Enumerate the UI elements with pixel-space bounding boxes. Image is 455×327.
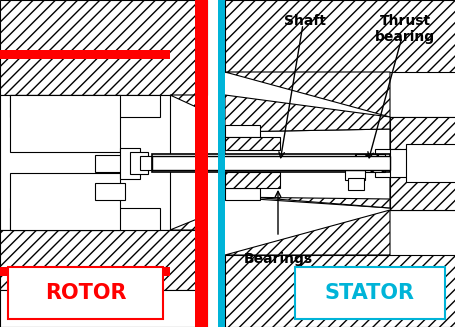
Polygon shape <box>224 72 389 117</box>
Bar <box>344 170 364 180</box>
Bar <box>389 117 455 210</box>
Bar <box>374 149 399 177</box>
Bar <box>349 155 399 170</box>
Bar <box>152 156 389 170</box>
Bar <box>224 172 279 188</box>
Bar <box>10 208 160 230</box>
Polygon shape <box>170 215 207 230</box>
Polygon shape <box>224 129 389 208</box>
Bar <box>0 267 170 276</box>
Bar <box>224 137 279 150</box>
Text: Shaft: Shaft <box>283 14 325 28</box>
Bar <box>224 0 455 72</box>
Bar <box>10 173 120 230</box>
Text: ROTOR: ROTOR <box>45 283 126 303</box>
Polygon shape <box>170 95 207 112</box>
Bar <box>0 230 207 290</box>
Polygon shape <box>224 195 389 208</box>
Text: Bearings: Bearings <box>243 252 312 266</box>
Bar <box>120 148 140 179</box>
Bar <box>389 154 409 172</box>
Bar <box>130 152 148 174</box>
FancyBboxPatch shape <box>8 267 162 319</box>
Bar <box>10 95 120 152</box>
Bar <box>347 178 363 190</box>
Bar <box>389 117 455 210</box>
Bar <box>405 144 455 182</box>
Bar <box>0 50 170 59</box>
Bar <box>195 0 207 327</box>
Bar <box>349 159 399 167</box>
Bar <box>95 183 125 200</box>
Bar <box>140 156 152 170</box>
Bar <box>217 0 224 327</box>
Bar <box>224 125 259 137</box>
Bar <box>95 155 125 172</box>
Bar <box>10 95 160 117</box>
Bar <box>152 154 389 172</box>
Bar <box>389 149 419 177</box>
Bar <box>0 95 170 230</box>
FancyBboxPatch shape <box>294 267 444 319</box>
Bar <box>0 290 207 327</box>
Bar <box>0 0 207 95</box>
Bar <box>224 188 259 200</box>
Bar <box>349 160 399 166</box>
Polygon shape <box>224 95 389 132</box>
Bar <box>354 154 384 172</box>
Polygon shape <box>224 210 389 255</box>
Bar <box>224 255 455 327</box>
Text: Thrust
bearing: Thrust bearing <box>374 14 434 44</box>
Text: STATOR: STATOR <box>324 283 414 303</box>
